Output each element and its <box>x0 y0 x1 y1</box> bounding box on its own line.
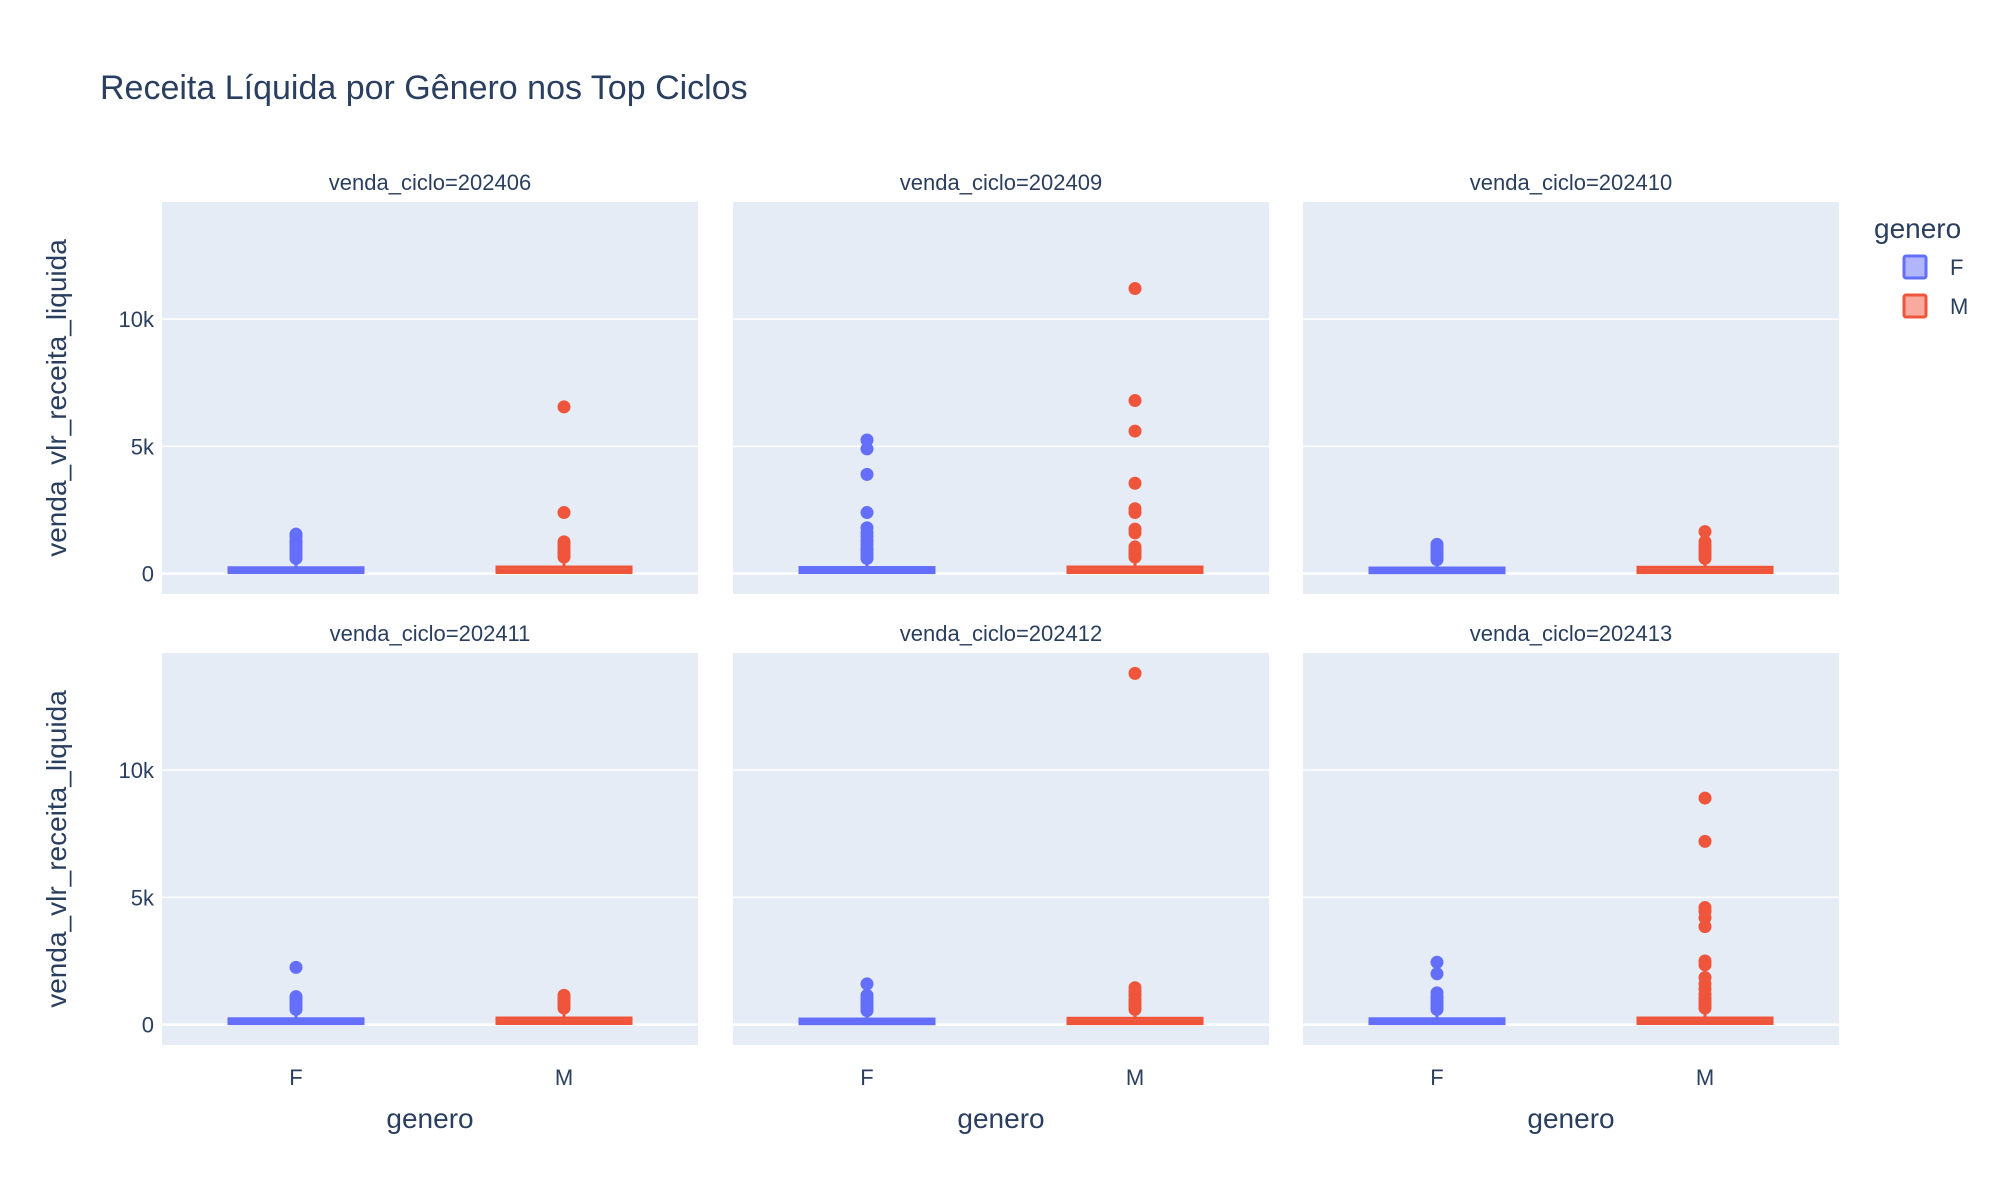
y-tick-label: 10k <box>119 758 155 783</box>
outlier-point <box>1698 920 1712 934</box>
y-tick-label: 0 <box>142 562 154 587</box>
legend-swatch-m <box>1902 293 1928 319</box>
outlier-point <box>1430 967 1444 981</box>
outlier-point <box>1430 955 1444 969</box>
outlier-point <box>860 433 874 447</box>
legend-swatch-f <box>1902 254 1928 280</box>
chart-title: Receita Líquida por Gênero nos Top Ciclo… <box>100 69 748 107</box>
outlier-point <box>1698 971 1712 985</box>
outlier-point <box>1430 537 1444 551</box>
legend-item-m[interactable]: M <box>1902 293 1968 319</box>
y-tick-label: 5k <box>131 885 155 910</box>
outlier-point <box>1128 540 1142 554</box>
outlier-point <box>1698 954 1712 968</box>
outlier-point <box>860 442 874 456</box>
outlier-point <box>557 506 571 520</box>
outlier-point <box>1128 394 1142 408</box>
x-axis-title: genero <box>386 1103 473 1134</box>
outlier-point <box>557 988 571 1002</box>
facet-panel-2: venda_ciclo=202409 <box>733 170 1269 594</box>
outlier-point <box>557 535 571 549</box>
outlier-point <box>1698 901 1712 915</box>
outlier-point <box>1698 535 1712 549</box>
y-tick-label: 0 <box>142 1013 154 1038</box>
facet-label: venda_ciclo=202412 <box>900 621 1102 646</box>
legend-item-f[interactable]: F <box>1902 254 1963 280</box>
outlier-point <box>860 977 874 991</box>
outlier-point <box>1698 525 1712 539</box>
legend: genero F M <box>1874 213 1968 319</box>
outlier-point <box>1128 424 1142 438</box>
legend-title: genero <box>1874 213 1961 244</box>
y-axis-title: venda_vlr_receita_liquida <box>41 239 72 557</box>
outlier-point <box>289 527 303 541</box>
plot-area <box>1303 202 1839 594</box>
box-m <box>495 988 633 1025</box>
facet-label: venda_ciclo=202410 <box>1470 170 1672 195</box>
outlier-point <box>860 506 874 520</box>
y-axis-title: venda_vlr_receita_liquida <box>41 690 72 1008</box>
outlier-point <box>289 960 303 974</box>
plot-area <box>733 653 1269 1045</box>
box-f <box>798 977 936 1026</box>
outlier-point <box>1698 791 1712 805</box>
facet-label: venda_ciclo=202406 <box>329 170 531 195</box>
outlier-point <box>1128 981 1142 995</box>
outlier-point <box>557 400 571 414</box>
outlier-point <box>1128 666 1142 680</box>
plot-area <box>162 202 698 594</box>
facet-panel-1: 0 5k 10k venda_ciclo=202406 venda_vlr_receit… <box>41 170 698 594</box>
x-tick-label: F <box>289 1065 302 1090</box>
facet-panel-3: venda_ciclo=202410 <box>1303 170 1839 594</box>
box-m <box>1636 525 1774 575</box>
box-f <box>1368 537 1506 575</box>
outlier-point <box>860 988 874 1002</box>
outlier-point <box>1128 476 1142 490</box>
x-tick-label: M <box>1126 1065 1144 1090</box>
outlier-point <box>1128 282 1142 296</box>
box-f <box>227 960 365 1026</box>
plot-area <box>733 202 1269 594</box>
box-m <box>495 400 633 574</box>
box-f <box>798 433 936 575</box>
outlier-point <box>1128 502 1142 516</box>
box-f <box>1368 955 1506 1026</box>
x-tick-label: M <box>1696 1065 1714 1090</box>
facet-label: venda_ciclo=202411 <box>330 621 531 646</box>
outlier-point <box>1430 986 1444 1000</box>
x-tick-label: M <box>555 1065 573 1090</box>
outlier-point <box>289 990 303 1004</box>
facet-label: venda_ciclo=202413 <box>1470 621 1672 646</box>
legend-label-m: M <box>1950 294 1968 319</box>
facet-panels: 0 5k 10k venda_ciclo=202406 venda_vlr_receit… <box>41 170 1839 1134</box>
x-tick-label: F <box>1430 1065 1443 1090</box>
y-tick-label: 5k <box>131 434 155 459</box>
y-tick-label: 10k <box>119 307 155 332</box>
box-m <box>1066 666 1204 1026</box>
x-axis-title: genero <box>1527 1103 1614 1134</box>
plot-area <box>1303 653 1839 1045</box>
facet-label: venda_ciclo=202409 <box>900 170 1102 195</box>
outlier-point <box>860 467 874 481</box>
x-tick-label: F <box>860 1065 873 1090</box>
outlier-point <box>860 521 874 535</box>
legend-label-f: F <box>1950 255 1963 280</box>
outlier-point <box>1128 522 1142 536</box>
plot-area <box>162 653 698 1045</box>
x-axis-title: genero <box>957 1103 1044 1134</box>
box-m <box>1636 791 1774 1025</box>
box-m <box>1066 282 1204 574</box>
outlier-point <box>1698 834 1712 848</box>
box-f <box>227 527 365 575</box>
